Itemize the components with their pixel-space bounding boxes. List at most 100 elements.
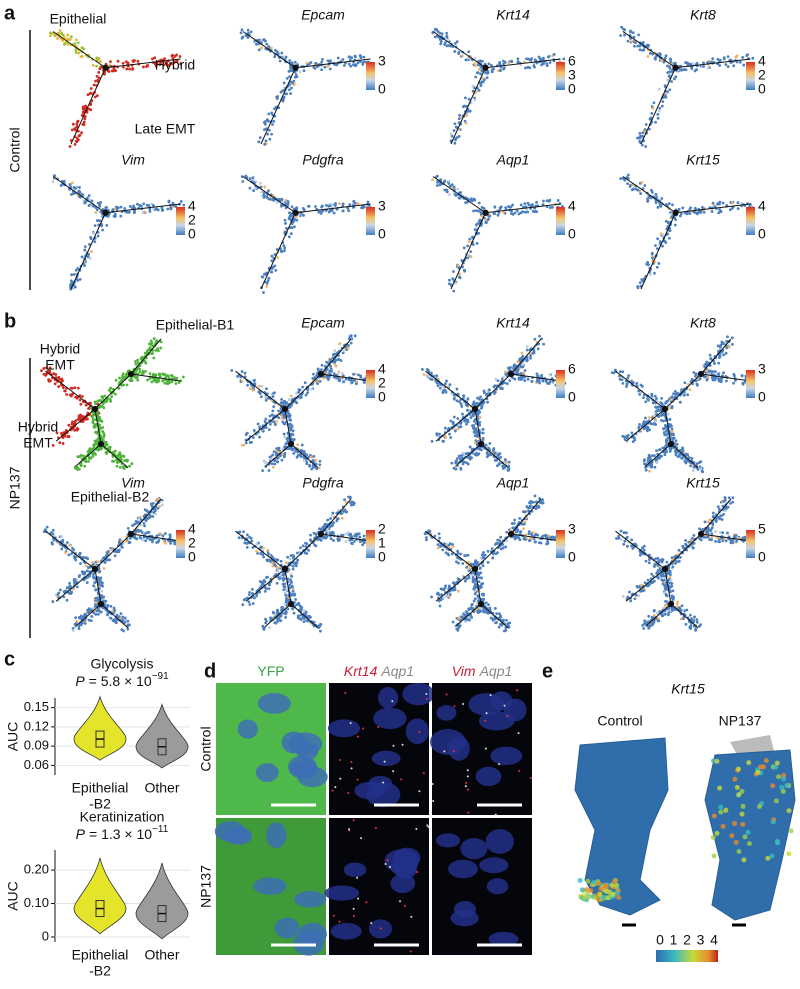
cell-dot xyxy=(160,206,164,210)
cell-dot xyxy=(449,436,453,439)
cell-dot xyxy=(280,198,284,202)
cell-dot xyxy=(91,560,95,564)
cell-dot xyxy=(71,628,75,632)
cell-dot xyxy=(516,360,520,363)
cell-dot xyxy=(316,382,319,385)
cell-dot xyxy=(252,379,256,383)
cell-dot xyxy=(670,427,674,431)
branch xyxy=(75,603,102,627)
cell-dot xyxy=(156,506,160,510)
trajectory xyxy=(420,334,567,472)
gene-name: Pdgfra xyxy=(302,152,343,168)
cell-dot xyxy=(159,346,163,350)
node xyxy=(672,209,679,216)
cell-dot xyxy=(86,255,90,259)
cell-dot xyxy=(691,62,695,66)
branch xyxy=(450,67,486,145)
cell-dot xyxy=(656,237,660,241)
cell-dot xyxy=(329,358,333,361)
cell-dot xyxy=(162,378,165,382)
cell-dot xyxy=(133,535,137,539)
cell-dot xyxy=(455,457,459,460)
colorbar xyxy=(746,207,755,235)
cell-dot xyxy=(245,533,249,537)
cell-dot xyxy=(75,125,78,129)
cell-dot xyxy=(456,187,460,191)
cell-dot xyxy=(257,140,261,144)
cell-dot xyxy=(282,432,286,436)
cell-dot xyxy=(452,185,456,189)
cell-dot xyxy=(523,379,527,382)
cell-dot xyxy=(731,342,734,346)
cell-dot xyxy=(270,270,273,274)
cell-dot xyxy=(114,378,118,382)
cell-dot xyxy=(92,584,96,588)
branch xyxy=(55,568,96,602)
cell-dot xyxy=(288,59,292,62)
cell-dot xyxy=(131,524,134,527)
label: Hybrid xyxy=(155,57,195,73)
cell-dot xyxy=(154,499,158,503)
cell-dot xyxy=(290,205,294,209)
cell-dot xyxy=(78,467,81,471)
cell-dot xyxy=(449,132,453,136)
cell-dot xyxy=(288,418,292,422)
cell-dot xyxy=(481,431,485,435)
cell-dot xyxy=(111,619,115,623)
cell-dot xyxy=(680,388,684,392)
cell-dot xyxy=(116,461,119,464)
cell-dot xyxy=(53,382,57,386)
cell-dot xyxy=(252,189,255,193)
cell-dot xyxy=(152,372,155,376)
cell-dot xyxy=(51,180,55,184)
cell-dot xyxy=(262,121,266,124)
cell-dot xyxy=(53,174,56,178)
cell-dot xyxy=(521,363,525,366)
cell-dot xyxy=(154,349,158,352)
cell-dot xyxy=(503,465,507,469)
cell-dot xyxy=(171,201,175,205)
cell-dot xyxy=(349,64,353,68)
node xyxy=(318,371,324,377)
cell-dot xyxy=(125,67,129,71)
cell-dot xyxy=(337,539,340,543)
cell-dot xyxy=(290,61,294,65)
cell-dot xyxy=(692,465,696,469)
cell-dot xyxy=(656,206,660,209)
branch xyxy=(625,408,666,442)
cell-dot xyxy=(149,343,153,347)
cell-dot xyxy=(736,207,740,211)
cell-dot xyxy=(724,63,728,66)
cell-dot xyxy=(273,391,276,395)
cell-dot xyxy=(458,276,462,280)
cell-dot xyxy=(95,208,99,212)
cell-dot xyxy=(118,451,122,455)
cell-dot xyxy=(315,65,319,69)
cell-dot xyxy=(717,379,721,383)
cell-dot xyxy=(673,389,677,393)
cell-dot xyxy=(51,542,54,546)
cell-dot xyxy=(500,387,504,391)
cell-dot xyxy=(516,57,520,61)
cell-dot xyxy=(91,232,95,235)
node xyxy=(698,371,704,377)
branch xyxy=(622,31,676,69)
cell-dot xyxy=(71,122,75,126)
cell-dot xyxy=(154,207,158,211)
cell-dot xyxy=(477,209,481,213)
cell-dot xyxy=(243,371,247,375)
cell-dot xyxy=(479,84,483,87)
cell-dot xyxy=(519,203,523,207)
cell-dot xyxy=(490,70,494,74)
cell-dot xyxy=(455,40,459,44)
cell-dot xyxy=(689,464,692,468)
cell-dot xyxy=(459,466,463,470)
cell-dot xyxy=(668,447,672,451)
cell-dot xyxy=(743,380,747,384)
cell-dot xyxy=(144,519,148,523)
cell-dot xyxy=(126,627,130,631)
cell-dot xyxy=(481,59,484,63)
cell-dot xyxy=(646,199,650,203)
cell-dot xyxy=(74,616,78,619)
cell-dot xyxy=(645,429,649,433)
